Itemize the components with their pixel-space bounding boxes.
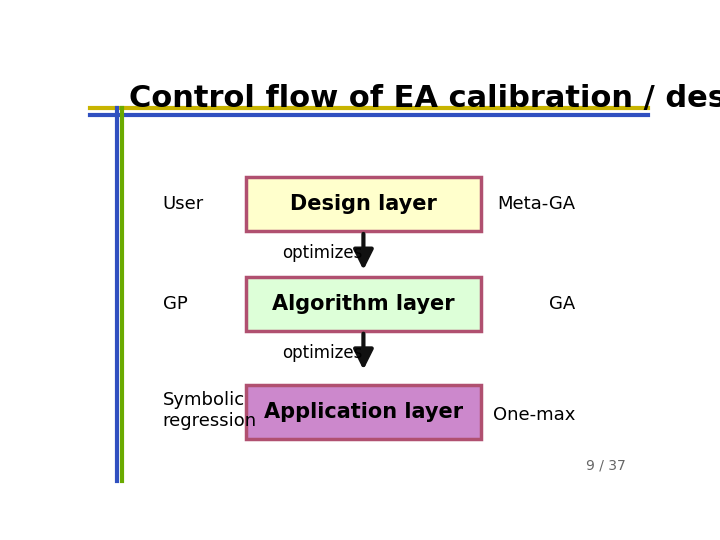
Text: GA: GA xyxy=(549,295,575,313)
Text: optimizes: optimizes xyxy=(282,244,363,262)
Text: Meta-GA: Meta-GA xyxy=(498,195,575,213)
Text: Control flow of EA calibration / design: Control flow of EA calibration / design xyxy=(129,84,720,112)
Text: One-max: One-max xyxy=(493,406,575,424)
FancyBboxPatch shape xyxy=(246,277,481,331)
Text: Algorithm layer: Algorithm layer xyxy=(272,294,455,314)
FancyBboxPatch shape xyxy=(246,177,481,231)
Text: Design layer: Design layer xyxy=(290,194,437,214)
Text: Application layer: Application layer xyxy=(264,402,463,422)
Text: GP: GP xyxy=(163,295,187,313)
Text: optimizes: optimizes xyxy=(282,343,363,362)
Text: Symbolic
regression: Symbolic regression xyxy=(163,392,256,430)
FancyBboxPatch shape xyxy=(246,385,481,439)
Text: 9 / 37: 9 / 37 xyxy=(586,458,626,472)
Text: User: User xyxy=(163,195,204,213)
